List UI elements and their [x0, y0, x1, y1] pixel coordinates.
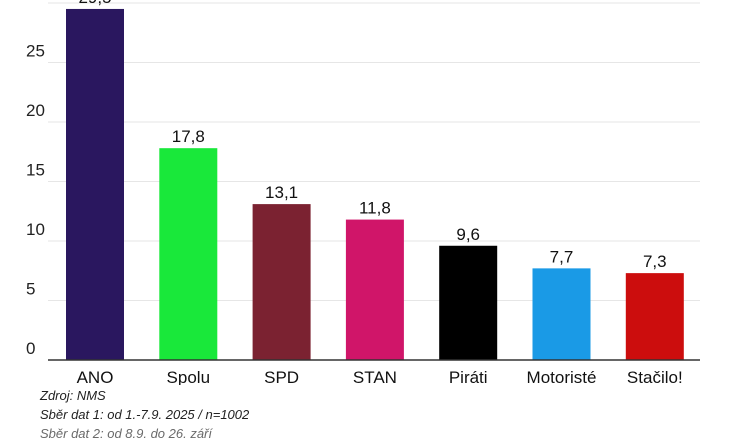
y-tick-label: 30: [26, 0, 45, 1]
collection-note-1: Sběr dat 1: od 1.-7.9. 2025 / n=1002: [40, 407, 250, 422]
bar-stan: [345, 219, 404, 360]
bar-sta-ilo: [625, 273, 684, 360]
data-labels: 29,5 17,8 13,1 11,8 9,6 7,7 7,3: [78, 0, 666, 271]
collection-note-2: Sběr dat 2: od 8.9. do 26. září: [40, 426, 213, 441]
data-label-pir-ti: 9,6: [456, 225, 480, 244]
category-label-pir-ti: Piráti: [449, 368, 488, 385]
bar-pir-ti: [439, 245, 498, 360]
data-label-ano: 29,5: [78, 0, 111, 7]
data-label-sta-ilo: 7,3: [643, 252, 667, 271]
category-label-stan: STAN: [353, 368, 397, 385]
bar-motorist: [532, 268, 591, 360]
y-tick-label: 5: [26, 280, 35, 299]
data-label-motorist: 7,7: [550, 247, 574, 266]
bar-ano: [66, 8, 124, 360]
y-tick-label: 0: [26, 339, 35, 358]
y-tick-label: 25: [26, 42, 45, 61]
x-axis-categories: ANO Spolu SPD STAN Piráti Motoristé Stačilo!: [77, 368, 683, 385]
bar-chart: 0 5 10 15 20 25 30 29,5 17,8 13,1 11,8 9,6 7,7 7,3 A…: [26, 0, 700, 385]
gridlines: [48, 2, 700, 301]
data-label-spolu: 17,8: [172, 127, 205, 146]
bars: [66, 8, 684, 360]
bar-spolu: [159, 148, 218, 360]
category-label-motorist: Motoristé: [527, 368, 597, 385]
category-label-sta-ilo: Stačilo!: [627, 368, 683, 385]
y-tick-label: 10: [26, 220, 45, 239]
y-tick-label: 20: [26, 101, 45, 120]
bar-spd: [252, 204, 311, 360]
y-tick-label: 15: [26, 161, 45, 180]
data-label-stan: 11,8: [359, 199, 391, 218]
category-label-spolu: Spolu: [167, 368, 210, 385]
source-note: Zdroj: NMS: [40, 388, 106, 403]
y-axis-ticks: 0 5 10 15 20 25 30: [26, 0, 45, 358]
category-label-ano: ANO: [77, 368, 114, 385]
chart-notes: Zdroj: NMS Sběr dat 1: od 1.-7.9. 2025 /…: [40, 386, 249, 443]
category-label-spd: SPD: [264, 368, 299, 385]
data-label-spd: 13,1: [265, 183, 298, 202]
